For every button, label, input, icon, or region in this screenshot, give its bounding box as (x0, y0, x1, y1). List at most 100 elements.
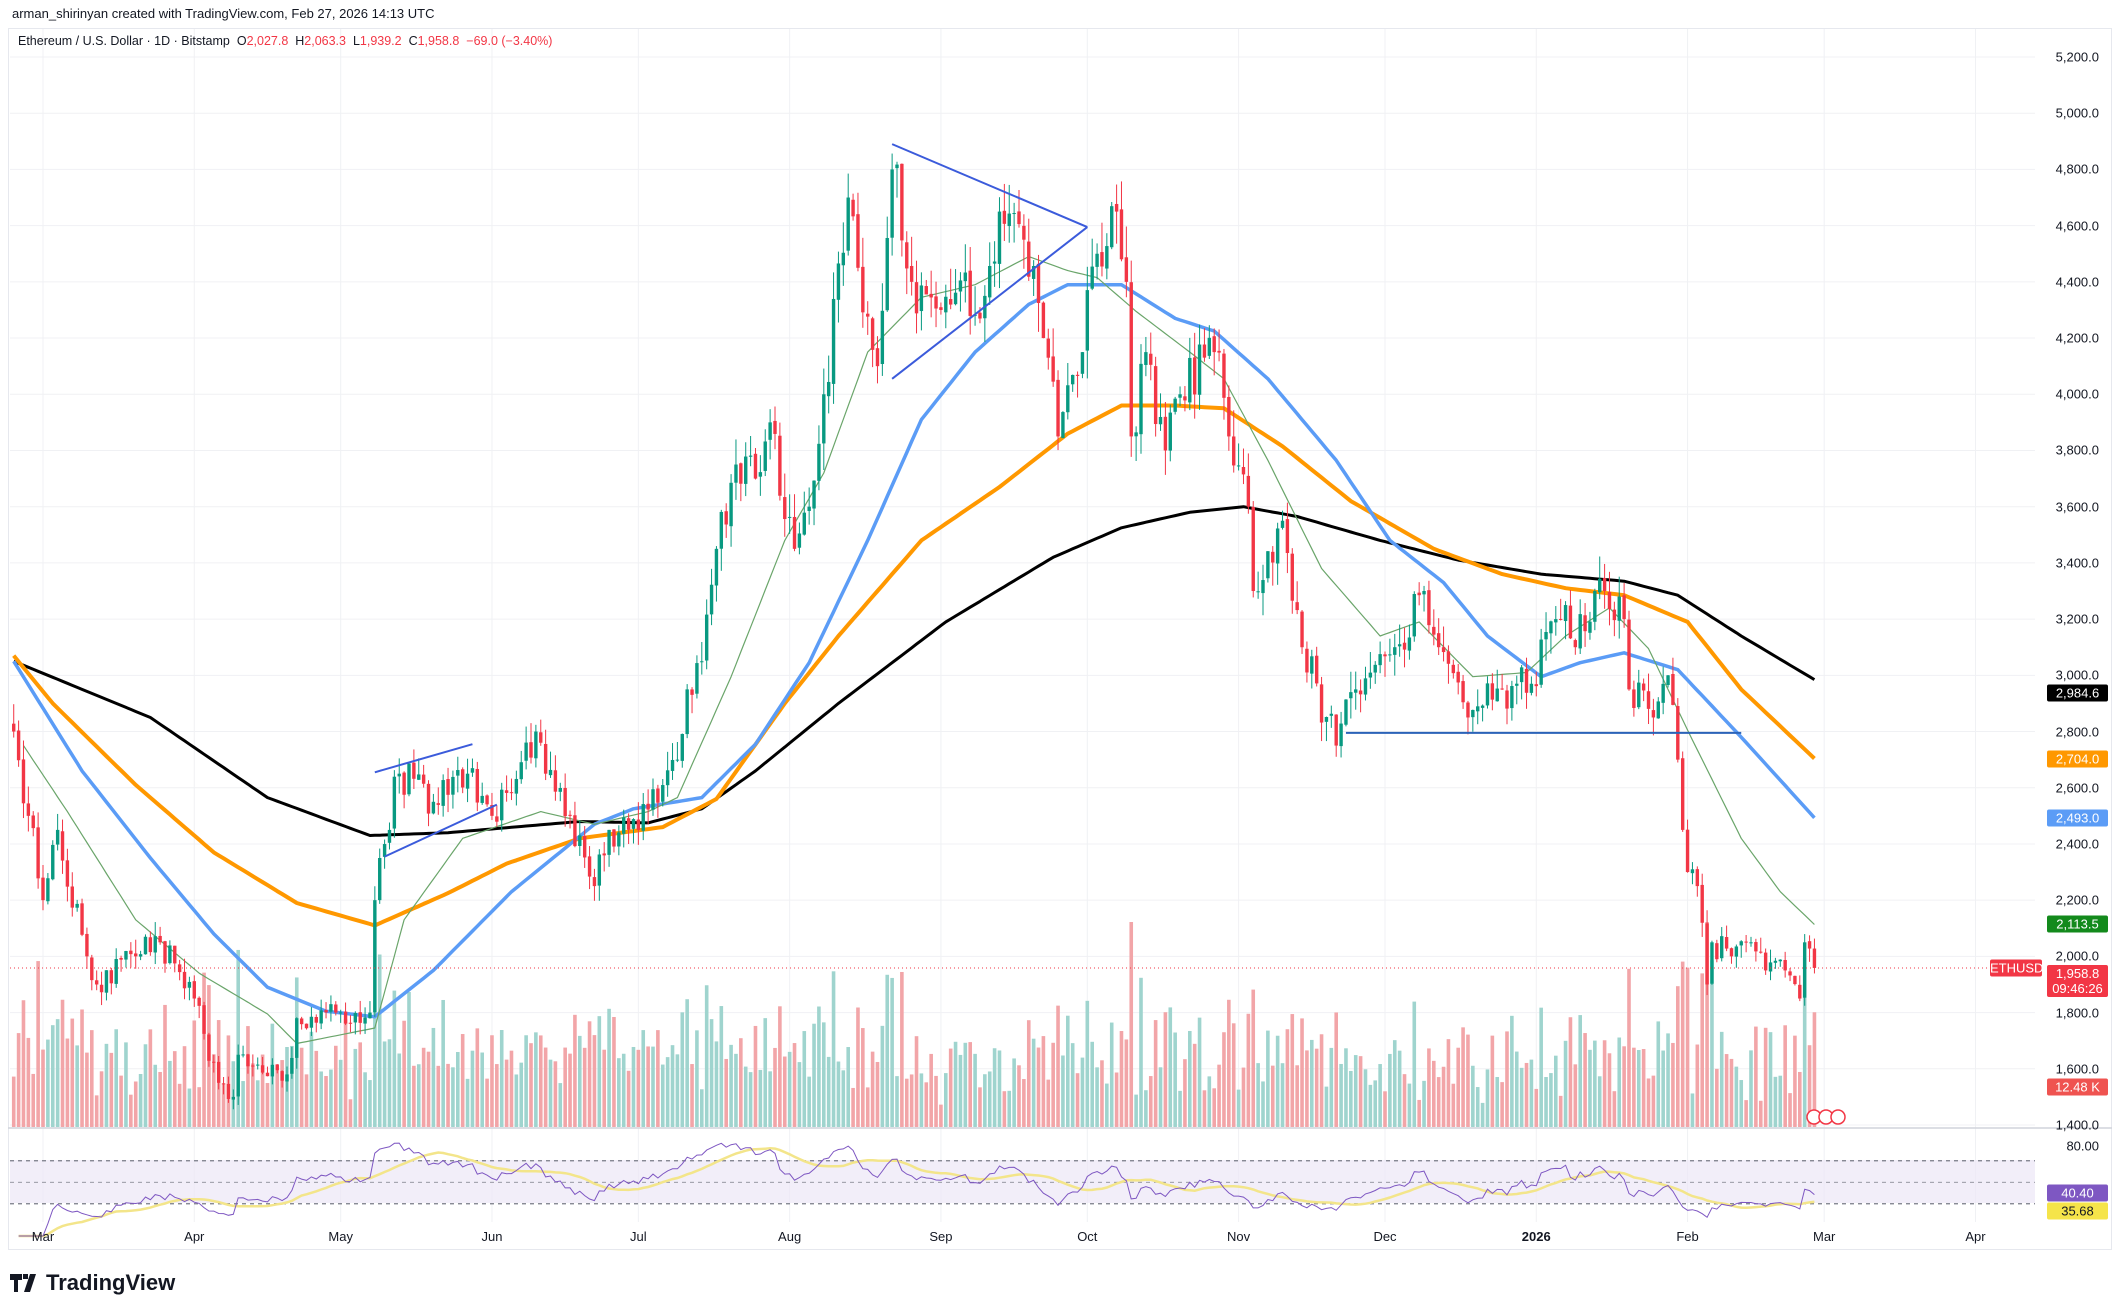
candle-body (529, 742, 533, 758)
channel-upper (374, 743, 473, 774)
candle (236, 1044, 240, 1105)
candle-body (1163, 416, 1168, 451)
volume-bar (16, 1033, 21, 1127)
candle-body (426, 783, 431, 814)
volume-bar (1188, 1030, 1192, 1127)
volume-bar (1412, 1001, 1417, 1127)
candle-body (1519, 667, 1524, 683)
candle (802, 491, 806, 536)
candle-body (182, 971, 187, 989)
candle-body (504, 790, 509, 793)
candle-body (1700, 884, 1704, 923)
volume-bar (1661, 1050, 1665, 1127)
candle (1534, 671, 1538, 697)
candle (578, 820, 582, 856)
candle (1246, 453, 1251, 514)
ma200-badge: 2,984.6 (2047, 684, 2108, 702)
volume-bar (1724, 1054, 1729, 1127)
volume-bar (1646, 1078, 1651, 1127)
volume-bar (900, 971, 904, 1127)
candle (1354, 671, 1358, 710)
candle-body (1778, 959, 1782, 962)
price-tick-label: 2,400.0 (2055, 836, 2099, 852)
candle (1763, 948, 1768, 975)
candle-body (480, 795, 484, 803)
candle (1671, 657, 1675, 706)
volume-bar (197, 1087, 201, 1127)
candle-body (260, 1065, 265, 1073)
volume-bar (26, 1037, 31, 1127)
candle-body (1354, 689, 1358, 693)
volume-bar (1471, 1065, 1475, 1127)
volume-bar (875, 1061, 880, 1127)
candle-body (1344, 699, 1348, 725)
volume-bar (1466, 1034, 1470, 1127)
candle-body (768, 422, 772, 440)
volume-bar (524, 1035, 528, 1127)
candle (1217, 329, 1221, 362)
candle-body (665, 770, 670, 786)
candle (1149, 332, 1153, 381)
volume-bar (460, 1034, 465, 1127)
volume-bar (1802, 957, 1807, 1127)
volume-bar (1617, 1037, 1622, 1127)
volume-bar (709, 1019, 714, 1127)
candle (963, 244, 968, 303)
candle (1324, 716, 1329, 742)
candle (1075, 371, 1080, 398)
volume-bar (787, 1051, 792, 1127)
candle (1807, 935, 1812, 962)
price-tick-label: 4,200.0 (2055, 330, 2099, 346)
candle (1549, 620, 1553, 654)
candle (256, 1057, 260, 1070)
candle (846, 173, 850, 256)
volume-bar (1022, 1079, 1026, 1127)
candle (509, 778, 514, 801)
candle-body (1168, 412, 1172, 451)
ticker-badge: ETHUSD (1990, 959, 2044, 977)
candle (1612, 601, 1617, 637)
volume-bar (934, 1075, 938, 1127)
candle-body (729, 482, 733, 527)
candle-body (1363, 678, 1368, 695)
candle-body (1476, 706, 1480, 712)
candle (924, 279, 928, 295)
candle-body (348, 1022, 353, 1024)
candle-body (343, 1011, 348, 1024)
volume-bar (1349, 1070, 1353, 1127)
candle-body (338, 1012, 343, 1014)
candle (1724, 925, 1729, 952)
volume-bar (978, 1087, 982, 1127)
volume-bar (124, 1042, 128, 1127)
candle (1436, 618, 1441, 656)
candle (143, 934, 148, 955)
candle (202, 1001, 206, 1040)
candle (948, 268, 953, 310)
candle (880, 283, 885, 376)
candle (543, 729, 548, 781)
volume-bar (1597, 1076, 1602, 1127)
volume-bar (1422, 1080, 1426, 1127)
candle-body (1085, 290, 1090, 351)
candle (905, 231, 909, 295)
candle (1412, 591, 1416, 642)
candle-body (1724, 937, 1729, 949)
volume-bar (1773, 1076, 1778, 1127)
volume-bar (1280, 1063, 1285, 1127)
volume-bar (1705, 922, 1709, 1127)
candle-body (358, 1012, 362, 1023)
month-label: Feb (1676, 1229, 1699, 1244)
tradingview-logo[interactable]: TradingView (10, 1270, 175, 1296)
volume-bar (690, 1064, 694, 1127)
candle (1720, 927, 1724, 962)
candle-body (685, 689, 689, 735)
candle-body (85, 933, 89, 957)
symbol-name[interactable]: Ethereum / U.S. Dollar · 1D · Bitstamp (18, 34, 230, 48)
candle (739, 462, 743, 502)
candle-body (21, 759, 26, 804)
open-label: O (236, 34, 247, 48)
candle-body (1285, 519, 1290, 554)
volume-bar (407, 991, 411, 1127)
candle (412, 749, 416, 790)
